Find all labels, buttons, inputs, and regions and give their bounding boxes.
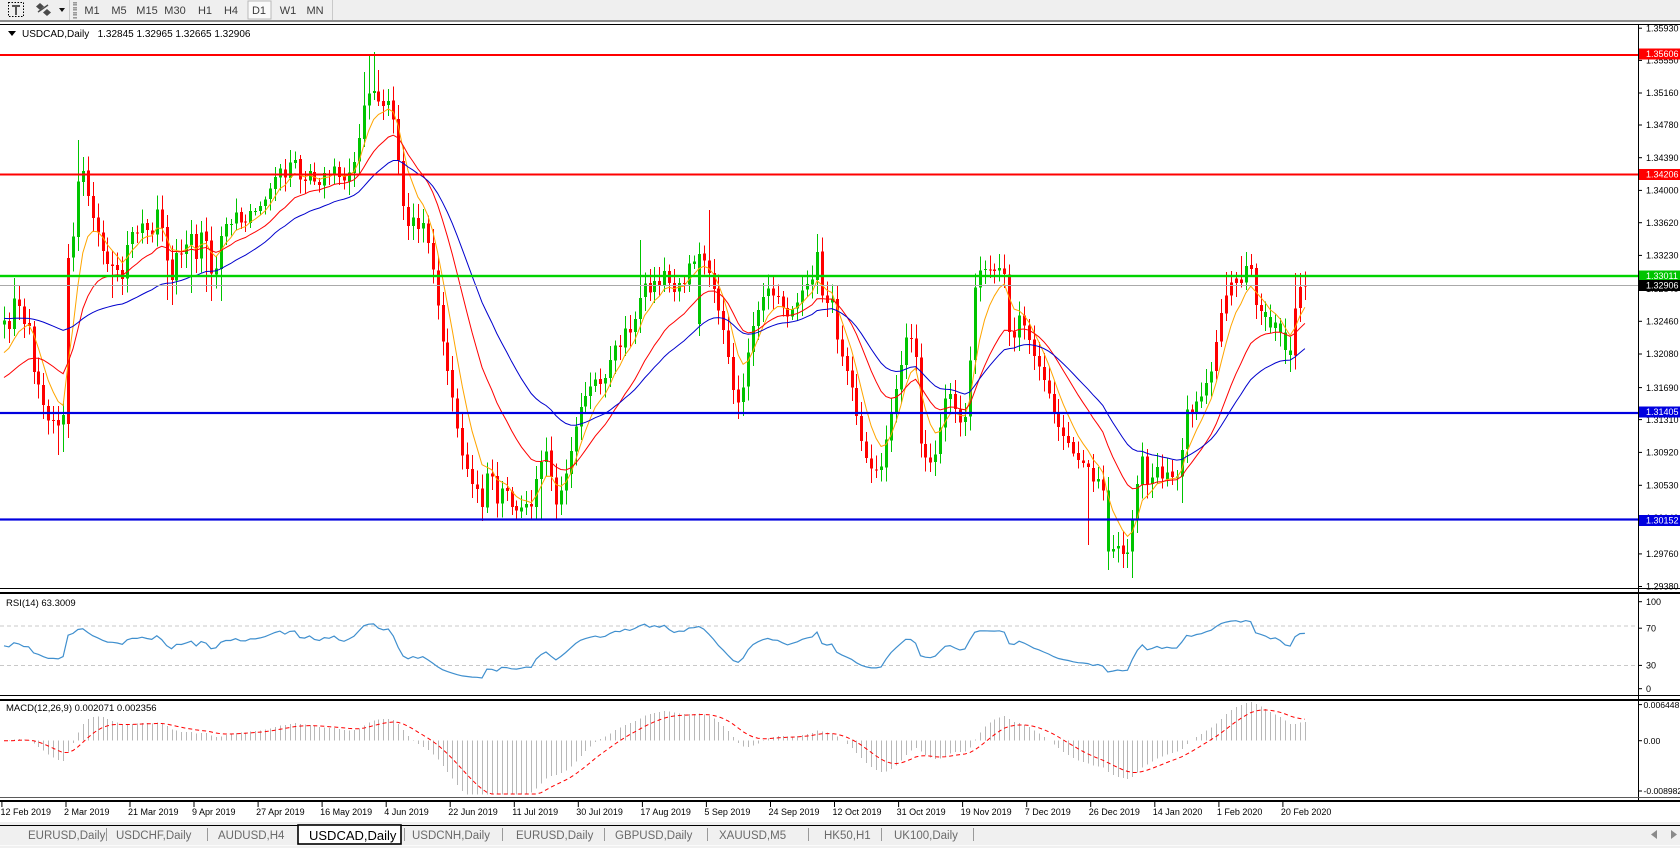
svg-text:HK50,H1: HK50,H1 <box>824 830 871 842</box>
svg-text:21 Mar 2019: 21 Mar 2019 <box>128 807 179 817</box>
svg-text:1.33011: 1.33011 <box>1646 271 1678 281</box>
svg-text:GBPUSD,Daily: GBPUSD,Daily <box>615 830 693 842</box>
svg-text:MACD(12,26,9) 0.002071 0.00235: MACD(12,26,9) 0.002071 0.002356 <box>6 703 157 714</box>
svg-text:9 Apr 2019: 9 Apr 2019 <box>192 807 236 817</box>
svg-text:M5: M5 <box>111 5 126 17</box>
svg-text:31 Oct 2019: 31 Oct 2019 <box>897 807 946 817</box>
svg-text:M1: M1 <box>84 5 99 17</box>
svg-text:1.35930: 1.35930 <box>1646 23 1679 33</box>
svg-text:5 Sep 2019: 5 Sep 2019 <box>704 807 750 817</box>
svg-text:EURUSD,Daily: EURUSD,Daily <box>516 830 594 842</box>
svg-text:USDCNH,Daily: USDCNH,Daily <box>412 830 490 842</box>
svg-text:1.35606: 1.35606 <box>1646 49 1679 59</box>
svg-text:W1: W1 <box>280 5 297 17</box>
svg-text:17 Aug 2019: 17 Aug 2019 <box>640 807 691 817</box>
svg-text:1.33230: 1.33230 <box>1646 251 1679 261</box>
svg-text:M15: M15 <box>136 5 157 17</box>
svg-text:2 Mar 2019: 2 Mar 2019 <box>64 807 110 817</box>
svg-text:11 Jul 2019: 11 Jul 2019 <box>512 807 558 817</box>
svg-text:1.30530: 1.30530 <box>1646 481 1679 491</box>
svg-text:20 Feb 2020: 20 Feb 2020 <box>1281 807 1332 817</box>
svg-text:RSI(14) 63.3009: RSI(14) 63.3009 <box>6 598 76 609</box>
svg-text:100: 100 <box>1646 597 1661 607</box>
svg-text:70: 70 <box>1646 623 1656 633</box>
svg-text:1.34206: 1.34206 <box>1646 170 1679 180</box>
svg-text:30: 30 <box>1646 661 1656 671</box>
svg-text:EURUSD,Daily: EURUSD,Daily <box>28 830 106 842</box>
svg-text:0.00: 0.00 <box>1644 736 1661 746</box>
svg-text:USDCAD,Daily 1.32845 1.32965: USDCAD,Daily 1.32845 1.32965 1.32665 1.3… <box>22 29 251 40</box>
svg-text:7 Dec 2019: 7 Dec 2019 <box>1025 807 1071 817</box>
svg-text:M30: M30 <box>164 5 185 17</box>
svg-text:1.35160: 1.35160 <box>1646 88 1679 98</box>
svg-text:1.33620: 1.33620 <box>1646 218 1679 228</box>
svg-text:1.29760: 1.29760 <box>1646 549 1679 559</box>
svg-text:USDCHF,Daily: USDCHF,Daily <box>116 830 192 842</box>
svg-text:1.34000: 1.34000 <box>1646 186 1679 196</box>
svg-text:1 Feb 2020: 1 Feb 2020 <box>1217 807 1263 817</box>
svg-text:19 Nov 2019: 19 Nov 2019 <box>961 807 1012 817</box>
svg-text:1.30920: 1.30920 <box>1646 448 1679 458</box>
svg-text:1.32080: 1.32080 <box>1646 349 1679 359</box>
svg-text:D1: D1 <box>252 5 266 17</box>
svg-text:MN: MN <box>306 5 323 17</box>
svg-text:1.29380: 1.29380 <box>1646 582 1679 592</box>
svg-text:12 Feb 2019: 12 Feb 2019 <box>1 807 52 817</box>
svg-text:1.32460: 1.32460 <box>1646 317 1679 327</box>
svg-text:XAUUSD,M5: XAUUSD,M5 <box>719 830 786 842</box>
svg-text:0: 0 <box>1646 684 1651 694</box>
svg-text:USDCAD,Daily: USDCAD,Daily <box>309 828 397 843</box>
svg-text:22 Jun 2019: 22 Jun 2019 <box>448 807 498 817</box>
svg-text:27 Apr 2019: 27 Apr 2019 <box>256 807 305 817</box>
svg-text:1.34780: 1.34780 <box>1646 120 1679 130</box>
svg-text:UK100,Daily: UK100,Daily <box>894 830 958 842</box>
svg-text:14 Jan 2020: 14 Jan 2020 <box>1153 807 1203 817</box>
svg-text:H4: H4 <box>224 5 238 17</box>
svg-text:-0.008982: -0.008982 <box>1644 786 1680 796</box>
svg-text:24 Sep 2019: 24 Sep 2019 <box>769 807 820 817</box>
svg-text:1.31690: 1.31690 <box>1646 383 1679 393</box>
svg-text:0.006448: 0.006448 <box>1644 700 1680 710</box>
svg-text:H1: H1 <box>198 5 212 17</box>
svg-text:1.30152: 1.30152 <box>1646 516 1679 526</box>
svg-text:1.32906: 1.32906 <box>1646 281 1679 291</box>
svg-text:1.35550: 1.35550 <box>1646 56 1679 66</box>
svg-text:AUDUSD,H4: AUDUSD,H4 <box>218 830 285 842</box>
svg-text:1.31310: 1.31310 <box>1646 415 1679 425</box>
svg-text:16 May 2019: 16 May 2019 <box>320 807 372 817</box>
svg-text:26 Dec 2019: 26 Dec 2019 <box>1089 807 1140 817</box>
svg-text:4 Jun 2019: 4 Jun 2019 <box>384 807 429 817</box>
svg-text:1.34390: 1.34390 <box>1646 153 1679 163</box>
svg-text:1.31405: 1.31405 <box>1646 407 1679 417</box>
svg-text:30 Jul 2019: 30 Jul 2019 <box>576 807 623 817</box>
svg-text:12 Oct 2019: 12 Oct 2019 <box>833 807 882 817</box>
